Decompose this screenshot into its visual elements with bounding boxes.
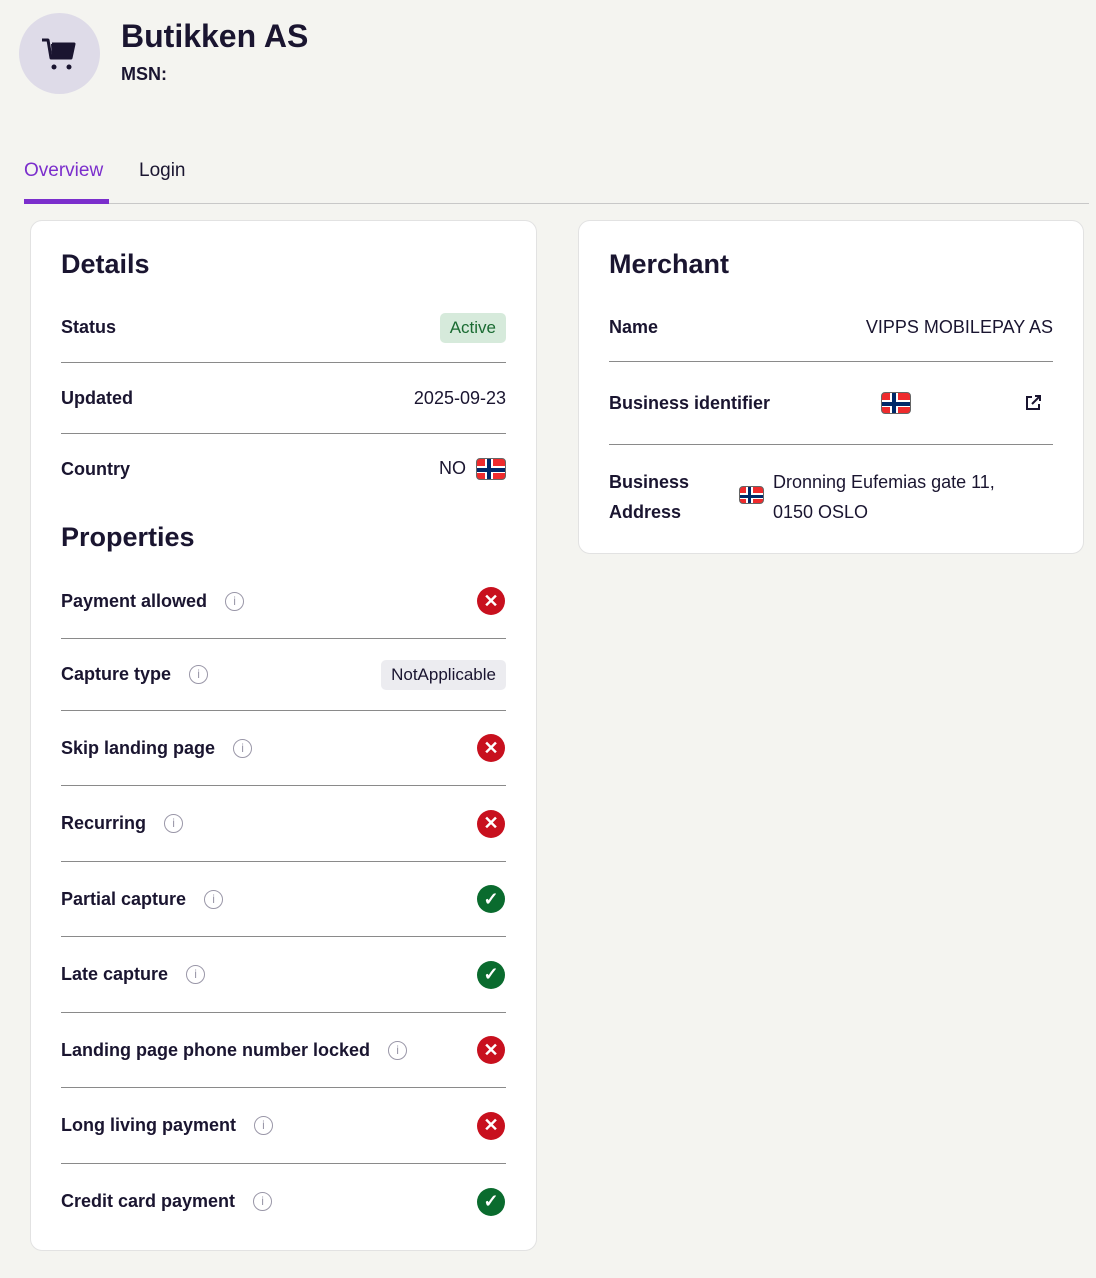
property-label: Late capture i [61, 964, 206, 985]
address-value: Dronning Eufemias gate 11, 0150 OSLO [773, 467, 995, 527]
x-circle-icon: ✕ [477, 587, 505, 615]
info-icon[interactable]: i [186, 965, 206, 984]
details-card: Details Status Active Updated 2025-09-23… [30, 220, 537, 1251]
check-icon: ✓ [477, 960, 505, 989]
address-label: Business Address [609, 467, 689, 527]
property-label: Partial capture i [61, 888, 224, 910]
property-label-text: Credit card payment [61, 1191, 236, 1211]
address-label-line2: Address [609, 502, 682, 522]
merchant-name-row: Name VIPPS MOBILEPAY AS [609, 293, 1053, 362]
property-row: Landing page phone number locked i ✕ [61, 1013, 506, 1088]
merchant-title: Merchant [609, 249, 730, 279]
property-label-text: Recurring [61, 813, 147, 833]
country-label: Country [61, 458, 130, 479]
merchant-name-value: VIPPS MOBILEPAY AS [865, 316, 1053, 337]
business-identifier-label: Business identifier [609, 392, 771, 413]
status-row: Status Active [61, 293, 506, 363]
info-icon[interactable]: i [164, 814, 184, 833]
property-label-text: Long living payment [61, 1115, 237, 1135]
info-icon[interactable]: i [204, 889, 224, 909]
active-tab-indicator [24, 199, 109, 204]
property-label-text: Skip landing page [61, 737, 216, 758]
info-icon[interactable]: i [225, 591, 245, 611]
property-label-text: Late capture [61, 964, 169, 984]
name-label: Name [609, 316, 659, 337]
x-circle-icon: ✕ [477, 1111, 505, 1140]
address-label-line1: Business [609, 472, 690, 492]
x-circle-icon: ✕ [477, 809, 505, 838]
shopping-cart-icon [41, 38, 75, 69]
check-icon: ✓ [477, 885, 505, 913]
property-row: Skip landing page i ✕ [61, 711, 506, 786]
msn-label: MSN: [121, 64, 167, 84]
info-icon[interactable]: i [388, 1040, 408, 1060]
property-label-text: Payment allowed [61, 590, 208, 611]
property-row: Capture type i NotApplicable [61, 639, 506, 711]
x-circle-icon: ✕ [477, 1036, 505, 1064]
tab-bar: Overview Login [24, 150, 1089, 204]
property-label-text: Landing page phone number locked [61, 1039, 371, 1060]
norway-flag-icon [881, 392, 911, 414]
business-identifier-row: Business identifier [609, 362, 1053, 445]
tab-login[interactable]: Login [139, 160, 186, 181]
merchant-card: Merchant Name VIPPS MOBILEPAY AS Busines… [578, 220, 1084, 554]
details-title: Details [61, 249, 150, 279]
properties-title: Properties [61, 522, 195, 552]
info-icon[interactable]: i [254, 1116, 274, 1135]
property-label: Landing page phone number locked i [61, 1039, 408, 1061]
updated-row: Updated 2025-09-23 [61, 363, 506, 434]
property-label: Recurring i [61, 813, 184, 834]
status-label: Status [61, 317, 117, 337]
property-label-text: Partial capture [61, 888, 187, 909]
check-icon: ✓ [477, 1187, 505, 1216]
property-row: Recurring i ✕ [61, 786, 506, 862]
property-row: Partial capture i ✓ [61, 862, 506, 937]
address-line1: Dronning Eufemias gate 11, [773, 472, 995, 492]
address-line2: 0150 OSLO [773, 502, 869, 522]
norway-flag-icon [739, 486, 764, 504]
property-row: Payment allowed i ✕ [61, 564, 506, 639]
country-row: Country NO [61, 434, 506, 504]
updated-value: 2025-09-23 [413, 387, 506, 408]
info-icon[interactable]: i [189, 665, 209, 684]
property-label: Long living payment i [61, 1115, 274, 1136]
property-label: Skip landing page i [61, 737, 253, 759]
country-value: NO [438, 457, 466, 478]
country-value-wrap: NO [438, 457, 506, 481]
property-row: Long living payment i ✕ [61, 1088, 506, 1164]
capture-type-badge: NotApplicable [381, 659, 506, 690]
external-link-icon[interactable] [1023, 393, 1043, 413]
info-icon[interactable]: i [253, 1192, 273, 1211]
property-row: Late capture i ✓ [61, 937, 506, 1013]
tab-overview[interactable]: Overview [24, 160, 104, 181]
avatar [19, 13, 100, 94]
page-title: Butikken AS [121, 18, 309, 54]
status-badge: Active [439, 312, 506, 343]
updated-label: Updated [61, 387, 133, 408]
property-label: Payment allowed i [61, 590, 245, 612]
property-label-text: Capture type [61, 664, 172, 684]
property-label: Credit card payment i [61, 1191, 273, 1212]
property-label: Capture type i [61, 664, 209, 685]
info-icon[interactable]: i [233, 738, 253, 758]
norway-flag-icon [476, 458, 506, 481]
property-row: Credit card payment i ✓ [61, 1164, 506, 1239]
x-circle-icon: ✕ [477, 734, 505, 762]
